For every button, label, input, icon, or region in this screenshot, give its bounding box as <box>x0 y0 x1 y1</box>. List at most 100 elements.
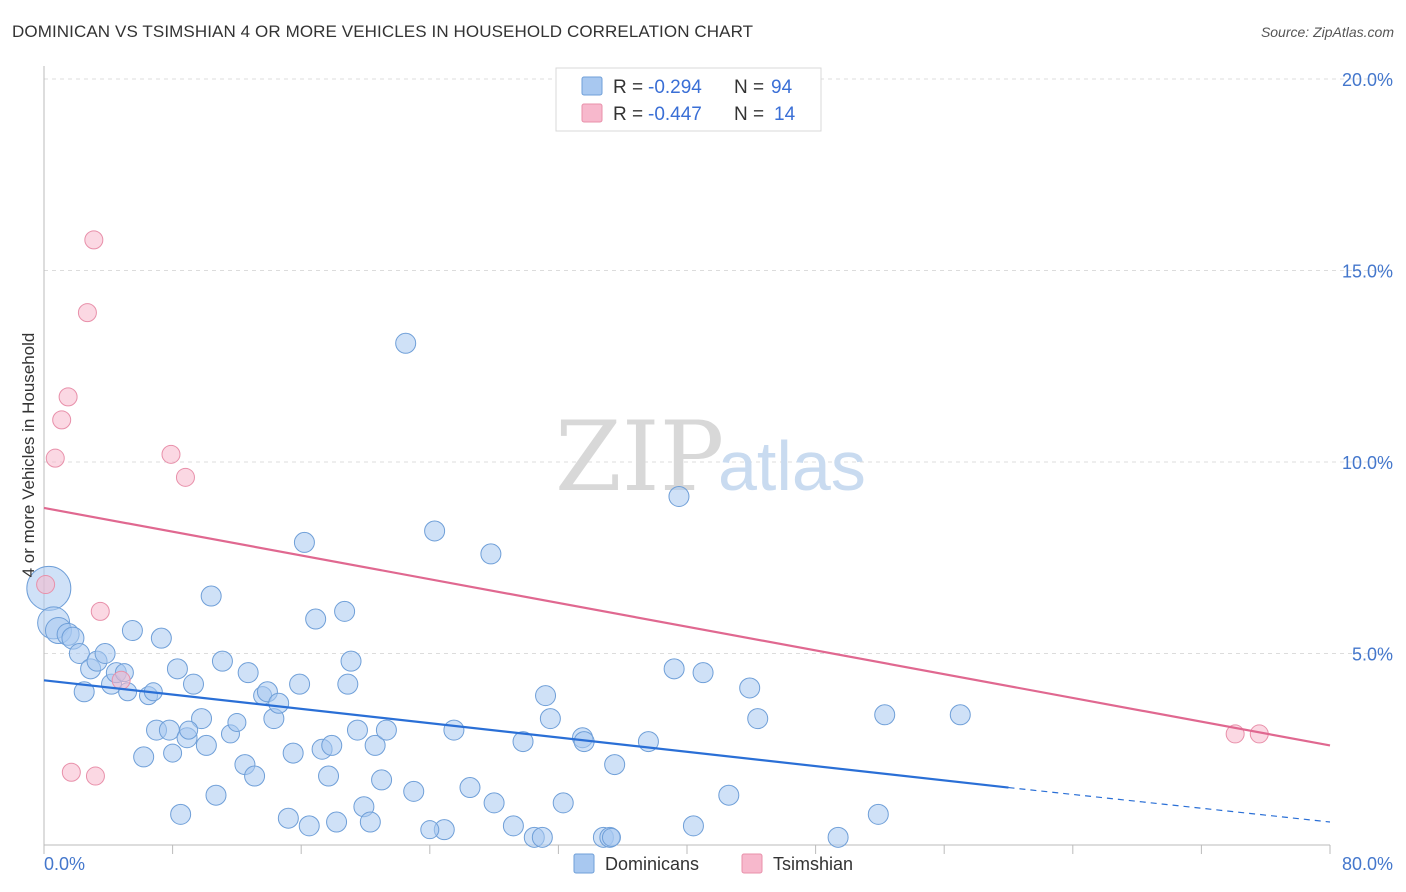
dominicans-point-84 <box>718 784 740 806</box>
watermark-atlas: atlas <box>718 427 866 505</box>
dominicans-point-93 <box>179 720 199 740</box>
dominicans-point-20 <box>158 719 180 741</box>
dominicans-point-44 <box>298 815 320 837</box>
axes <box>43 66 1331 854</box>
dominicans-point-30 <box>211 650 233 672</box>
source-label: Source: ZipAtlas.com <box>1260 24 1394 40</box>
dominicans-point-60 <box>403 780 425 802</box>
tsimshian-trend-line <box>43 506 1331 747</box>
tsimshian-point-6 <box>84 230 104 250</box>
legend-n-label-tsimshian: N = <box>734 104 764 125</box>
dominicans-point-39 <box>268 692 290 714</box>
dominicans-point-73 <box>552 792 574 814</box>
dominicans-point-91 <box>601 827 621 847</box>
data-points <box>26 230 1269 848</box>
dominicans-trend-line <box>43 679 1009 789</box>
dominicans-point-32 <box>227 712 247 732</box>
dominicans-point-88 <box>867 803 889 825</box>
x-tick-labels: 0.0% 80.0% <box>44 854 1393 874</box>
dominicans-point-56 <box>364 734 386 756</box>
dominicans-point-5 <box>68 643 90 664</box>
dominicans-point-6 <box>73 681 95 703</box>
tsimshian-point-1 <box>45 448 65 468</box>
bottom-legend-label-dominicans: Dominicans <box>605 854 699 874</box>
y-tick-label-0: 5.0% <box>1352 645 1393 665</box>
y-axis-title: 4 or more Vehicles in Household <box>19 333 38 578</box>
dominicans-point-35 <box>244 765 266 787</box>
dominicans-point-42 <box>289 673 311 695</box>
dominicans-point-58 <box>375 719 397 741</box>
legend-swatch-dominicans <box>581 76 603 96</box>
dominicans-point-49 <box>326 811 348 833</box>
legend-n-value-tsimshian: 14 <box>774 104 796 125</box>
dominicans-point-50 <box>334 600 356 622</box>
dominicans-point-80 <box>663 658 685 680</box>
dominicans-point-51 <box>337 673 359 695</box>
trend-lines <box>43 506 1331 823</box>
dominicans-point-45 <box>305 608 327 630</box>
dominicans-point-52 <box>340 650 362 672</box>
legend-r-value-dominicans: -0.294 <box>648 77 702 98</box>
dominicans-point-86 <box>747 708 769 730</box>
dominicans-point-29 <box>205 784 227 806</box>
tsimshian-point-3 <box>58 387 78 407</box>
grid <box>44 78 1393 654</box>
dominicans-point-40 <box>277 807 299 829</box>
dominicans-point-78 <box>604 754 626 776</box>
legend-r-label-tsimshian: R = <box>613 104 643 125</box>
tsimshian-point-10 <box>161 444 181 464</box>
dominicans-point-21 <box>163 743 183 763</box>
legend-n-value-dominicans: 94 <box>771 77 793 98</box>
legend-r-label-dominicans: R = <box>613 77 643 98</box>
tsimshian-point-9 <box>111 670 131 690</box>
y-tick-label-2: 15.0% <box>1342 262 1393 282</box>
dominicans-point-28 <box>200 585 222 607</box>
dominicans-point-48 <box>321 734 343 756</box>
tsimshian-point-5 <box>77 303 97 323</box>
dominicans-point-83 <box>692 662 714 684</box>
dominicans-point-82 <box>682 815 704 837</box>
dominicans-point-27 <box>195 734 217 756</box>
dominicans-point-63 <box>443 719 465 741</box>
y-tick-label-3: 20.0% <box>1342 70 1393 90</box>
legend: R = -0.294 N = 94 R = -0.447 N = 14 <box>555 67 822 132</box>
y-tick-labels: 5.0% 10.0% 15.0% 20.0% <box>1342 70 1393 665</box>
dominicans-point-64 <box>459 777 481 799</box>
y-tick-label-1: 10.0% <box>1342 453 1393 473</box>
dominicans-point-43 <box>293 531 315 553</box>
dominicans-point-65 <box>480 543 502 565</box>
dominicans-point-87 <box>827 826 849 848</box>
dominicans-point-59 <box>395 332 417 354</box>
watermark-zip: ZIP <box>555 401 724 513</box>
dominicans-point-66 <box>483 792 505 814</box>
dominicans-point-41 <box>282 742 304 764</box>
dominicans-point-34 <box>237 662 259 684</box>
dominicans-point-14 <box>121 620 143 642</box>
dominicans-point-85 <box>739 677 761 699</box>
watermark: ZIP atlas <box>555 401 866 513</box>
tsimshian-point-7 <box>85 766 105 786</box>
tsimshian-point-11 <box>175 467 195 487</box>
dominicans-point-57 <box>371 769 393 791</box>
dominicans-point-92 <box>420 820 440 840</box>
dominicans-point-71 <box>535 685 557 707</box>
bottom-legend-swatch-tsimshian <box>741 853 763 874</box>
dominicans-point-9 <box>94 643 116 664</box>
dominicans-point-81 <box>668 485 690 507</box>
chart-title: DOMINICAN VS TSIMSHIAN 4 OR MORE VEHICLE… <box>12 22 754 41</box>
tsimshian-point-8 <box>90 601 110 621</box>
bottom-legend: Dominicans Tsimshian <box>573 853 853 874</box>
x-tick-label-0: 0.0% <box>44 854 85 874</box>
dominicans-point-61 <box>424 520 446 542</box>
dominicans-point-67 <box>502 815 524 837</box>
dominicans-point-68 <box>512 731 534 753</box>
tsimshian-point-2 <box>52 410 72 430</box>
legend-n-label-dominicans: N = <box>734 77 764 98</box>
dominicans-point-25 <box>182 673 204 695</box>
tsimshian-point-0 <box>36 575 56 595</box>
dominicans-point-90 <box>949 704 971 726</box>
dominicans-point-47 <box>318 765 340 787</box>
dominicans-point-72 <box>539 708 561 730</box>
dominicans-point-70 <box>531 826 553 848</box>
